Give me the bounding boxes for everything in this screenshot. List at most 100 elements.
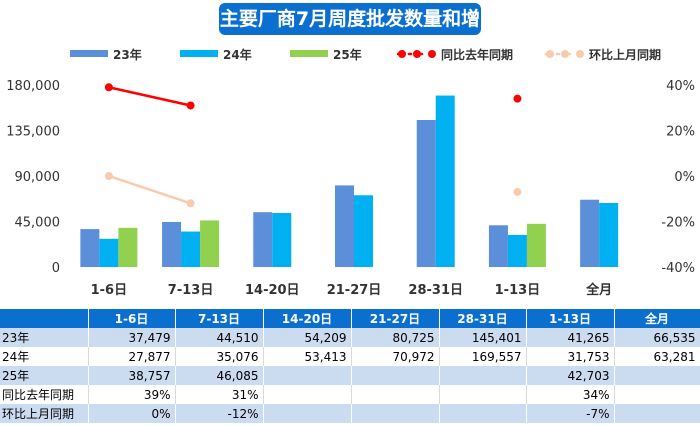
table-cell: -7% — [526, 404, 615, 423]
bar-24年-1-13日 — [507, 234, 527, 267]
table-cell: 169,557 — [439, 347, 527, 366]
line-环比上月同期 — [108, 174, 191, 205]
table-cell: 53,413 — [263, 347, 352, 366]
bar-23年-1-13日 — [488, 225, 508, 267]
right-axis-tick-label: 0% — [674, 170, 695, 185]
table-cell: 42,703 — [526, 366, 615, 385]
bar-23年-全月 — [580, 199, 600, 267]
point-同比去年同期-1-13日 — [513, 94, 522, 103]
bar-25年-1-6日 — [118, 227, 138, 267]
legend-label: 同比去年同期 — [441, 47, 513, 62]
legend-marker-同比去年同期 — [413, 50, 421, 58]
legend-marker-环比上月同期 — [576, 50, 584, 58]
point-同比去年同期-1-6日 — [104, 83, 113, 92]
bar-23年-7-13日 — [162, 221, 182, 267]
table-row-label: 同比去年同期 — [0, 385, 89, 404]
category-label: 7-13日 — [168, 283, 214, 298]
legend-label: 24年 — [223, 47, 252, 62]
table-cell: 66,535 — [614, 328, 700, 347]
legend-label: 环比上月同期 — [589, 47, 661, 62]
bar-25年-1-13日 — [526, 223, 546, 267]
table-row-label: 25年 — [0, 366, 89, 385]
left-axis-tick-label: 90,000 — [15, 170, 61, 185]
chart-area: 23年 24年 25年 同比去年同期 环比上月同期 0 45,000 90,000 135,0… — [6, 47, 695, 298]
right-axis-tick-label: 20% — [666, 125, 695, 140]
table-cell: 46,085 — [175, 366, 264, 385]
table-header-cell: 1-6日 — [88, 309, 176, 328]
table-cell — [614, 404, 700, 423]
point-环比上月同期-7-13日 — [186, 199, 195, 208]
table-header-cell: 1-13日 — [526, 309, 615, 328]
table-cell: 34% — [526, 385, 615, 404]
category-label: 14-20日 — [245, 283, 300, 298]
bar-series — [80, 95, 619, 268]
table-cell — [351, 404, 440, 423]
chart-legend: 23年 24年 25年 同比去年同期 环比上月同期 — [70, 47, 661, 62]
table-cell: -12% — [175, 404, 264, 423]
bar-24年-21-27日 — [354, 195, 373, 267]
legend-marker-环比上月同期 — [546, 50, 554, 58]
legend-marker-同比去年同期 — [428, 50, 436, 58]
right-axis-tick-label: 40% — [666, 79, 695, 94]
table-cell: 80,725 — [351, 328, 440, 347]
line-series — [104, 83, 522, 208]
legend-label: 23年 — [113, 47, 142, 62]
table-header-cell: 28-31日 — [439, 309, 527, 328]
table-row: 23年 37,479 44,510 54,209 80,725 145,401 41,265… — [0, 328, 700, 347]
table-row: 同比去年同期 39% 31% 34% — [0, 385, 700, 404]
bar-25年-7-13日 — [200, 220, 220, 267]
table-row: 24年 27,877 35,076 53,413 70,972 169,557 31,753… — [0, 347, 700, 366]
point-环比上月同期-1-6日 — [104, 172, 113, 180]
table-cell: 38,757 — [88, 366, 176, 385]
table-cell: 37,479 — [88, 328, 176, 347]
table-cell: 31,753 — [526, 347, 615, 366]
table-header-cell: 7-13日 — [175, 309, 264, 328]
legend-marker-环比上月同期 — [561, 50, 569, 58]
right-axis-tick-label: -20% — [661, 216, 695, 231]
table-header-cell: 21-27日 — [351, 309, 440, 328]
category-label: 1-13日 — [495, 283, 541, 298]
table-cell: 39% — [88, 385, 176, 404]
category-label: 全月 — [585, 282, 612, 298]
chart-title: 主要厂商7月周度批发数量和增速 — [219, 3, 481, 62]
table-cell — [263, 366, 352, 385]
table-row: 25年 38,757 46,085 42,703 — [0, 366, 700, 385]
left-axis-tick-label: 45,000 — [15, 216, 61, 231]
table-cell — [614, 366, 700, 385]
legend-swatch-25年 — [290, 50, 328, 57]
table-cell: 145,401 — [439, 328, 527, 347]
bar-24年-7-13日 — [181, 231, 201, 267]
table-cell — [263, 404, 352, 423]
table-cell: 70,972 — [351, 347, 440, 366]
bar-23年-21-27日 — [335, 185, 354, 267]
point-环比上月同期-1-13日 — [513, 187, 522, 196]
right-axis-tick-label: -40% — [661, 261, 695, 276]
category-label: 28-31日 — [408, 283, 463, 298]
data-table: 1-6日 7-13日 14-20日 21-27日 28-31日 1-13日 全月… — [0, 309, 700, 423]
table-cell: 63,281 — [614, 347, 700, 366]
point-同比去年同期-7-13日 — [186, 101, 195, 110]
table-cell — [439, 404, 527, 423]
table-row-label: 环比上月同期 — [0, 404, 89, 423]
category-label: 1-6日 — [91, 283, 128, 298]
table-header-cell — [0, 309, 89, 328]
table-cell: 41,265 — [526, 328, 615, 347]
legend-marker-同比去年同期 — [398, 50, 406, 58]
table-header-cell: 14-20日 — [263, 309, 352, 328]
table-cell: 44,510 — [175, 328, 264, 347]
table-cell — [351, 366, 440, 385]
legend-swatch-24年 — [180, 50, 218, 57]
left-axis-tick-label: 0 — [52, 261, 60, 276]
category-labels: 1-6日 7-13日 14-20日 21-27日 28-31日 1-13日 全月 — [91, 282, 613, 298]
table-cell: 54,209 — [263, 328, 352, 347]
category-label: 21-27日 — [327, 283, 382, 298]
bar-24年-14-20日 — [272, 212, 292, 267]
table-cell: 35,076 — [175, 347, 264, 366]
right-y-axis: -40% -20% 0% 20% 40% — [661, 79, 695, 276]
table-row-label: 23年 — [0, 328, 89, 347]
table-cell — [263, 385, 352, 404]
bar-23年-14-20日 — [253, 212, 273, 267]
table-row: 环比上月同期 0% -12% -7% — [0, 404, 700, 423]
table-cell: 31% — [175, 385, 264, 404]
table-row-label: 24年 — [0, 347, 89, 366]
